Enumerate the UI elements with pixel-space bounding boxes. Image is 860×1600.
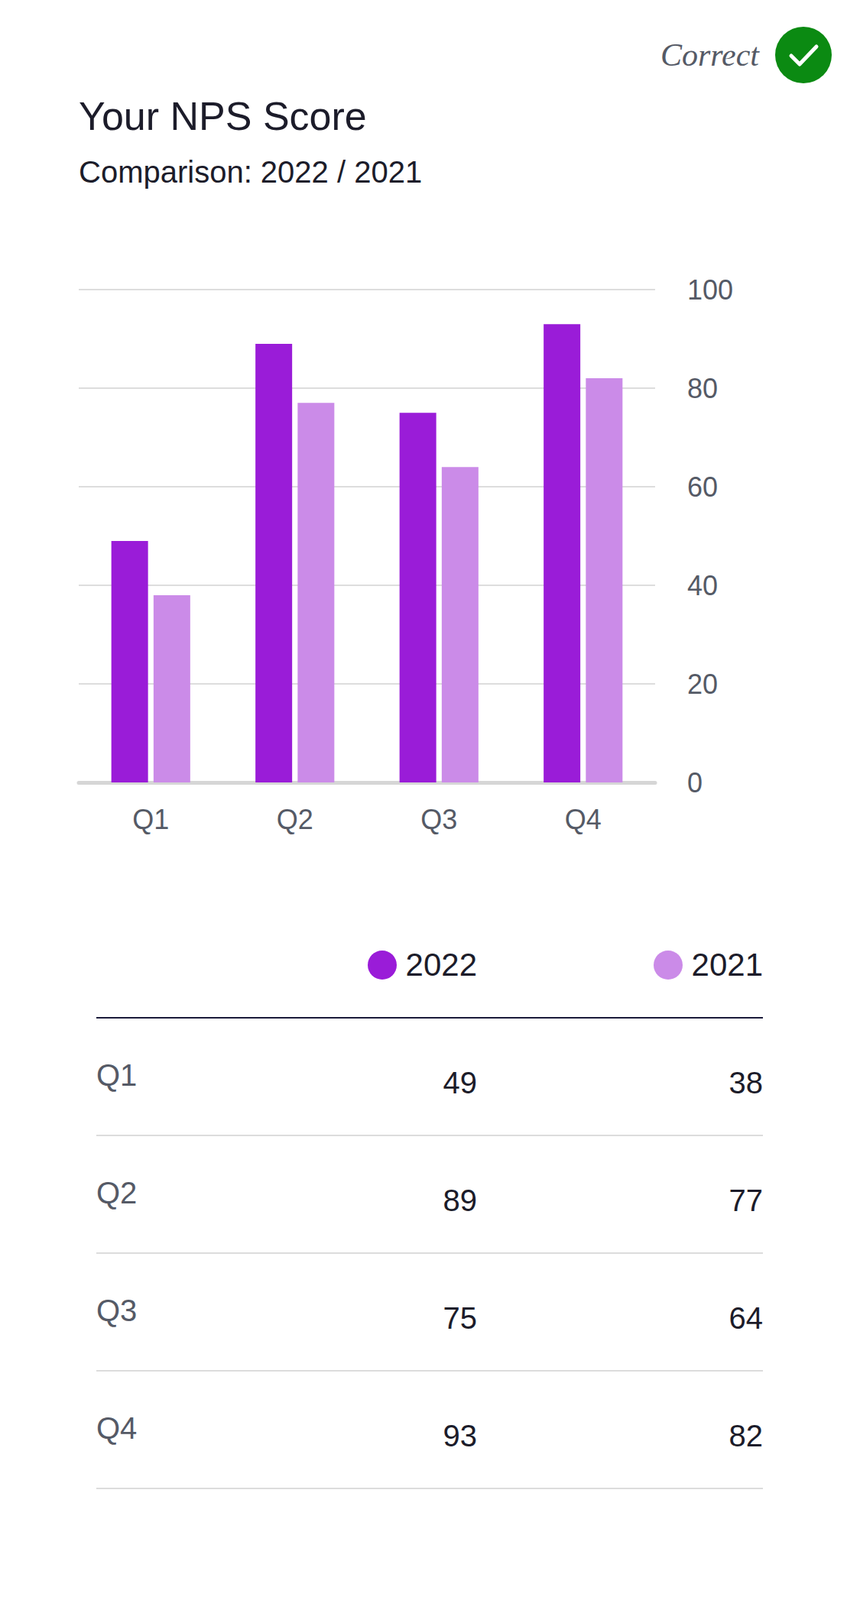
html-text:82: 82 (728, 1419, 763, 1454)
html-text:38: 38 (728, 1066, 763, 1101)
html-text:Q1: Q1 (96, 1058, 138, 1093)
svg-text:20: 20 (687, 668, 718, 701)
html-text:Q2: Q2 (96, 1176, 138, 1211)
svg-text:Q3: Q3 (420, 804, 458, 836)
svg-text:40: 40 (687, 570, 718, 602)
html-text:77: 77 (728, 1184, 763, 1218)
svg-text:100: 100 (687, 274, 734, 306)
html-text:75: 75 (442, 1301, 478, 1336)
svg-text:Q1: Q1 (132, 804, 169, 836)
html-text:49: 49 (442, 1066, 478, 1101)
svg-text:Q2: Q2 (276, 804, 314, 836)
html-text:Comparison: 2022 / 2021: Comparison: 2022 / 2021 (78, 155, 423, 189)
svg-text:Q4: Q4 (564, 804, 602, 836)
svg-text:0: 0 (687, 767, 703, 799)
html-text:93: 93 (442, 1419, 478, 1454)
svg-text:80: 80 (687, 373, 718, 405)
html-text:Q4: Q4 (96, 1411, 138, 1446)
html-text:2021: 2021 (691, 947, 763, 984)
html-text:64: 64 (728, 1301, 763, 1336)
html-text:89: 89 (442, 1184, 478, 1218)
html-text:2022: 2022 (405, 947, 478, 984)
html-text:Your NPS Score: Your NPS Score (78, 94, 367, 139)
svg-text:60: 60 (687, 471, 718, 504)
html-text:Q3: Q3 (96, 1294, 138, 1328)
html-text:Correct: Correct (660, 37, 760, 73)
